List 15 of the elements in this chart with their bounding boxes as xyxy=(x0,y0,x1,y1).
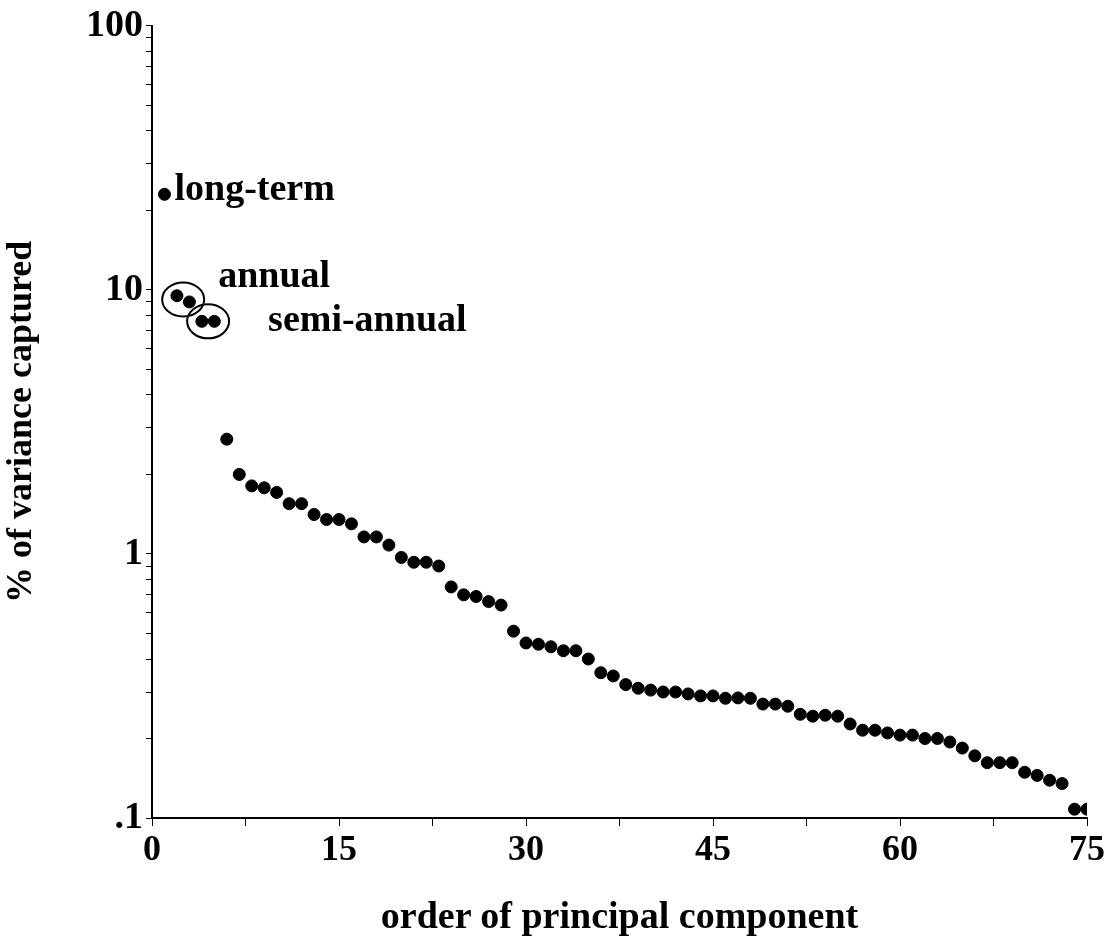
y-axis-title: % of variance captured xyxy=(0,240,39,604)
x-tick-label: 75 xyxy=(1069,827,1105,868)
y-tick-label: 10 xyxy=(105,265,143,308)
y-tick-label: 1 xyxy=(124,529,143,572)
annotation: long-term xyxy=(174,166,335,209)
x-tick-label: 60 xyxy=(882,827,918,868)
annotation: semi-annual xyxy=(268,297,467,340)
x-tick-label: 45 xyxy=(695,827,731,868)
x-tick-label: 15 xyxy=(321,827,357,868)
y-tick-label: .1 xyxy=(114,793,143,836)
x-tick-label: 0 xyxy=(143,827,161,868)
annotation: annual xyxy=(218,253,331,296)
x-tick-label: 30 xyxy=(508,827,544,868)
y-tick-label: 100 xyxy=(86,1,143,44)
x-axis-title: order of principal component xyxy=(380,894,859,937)
